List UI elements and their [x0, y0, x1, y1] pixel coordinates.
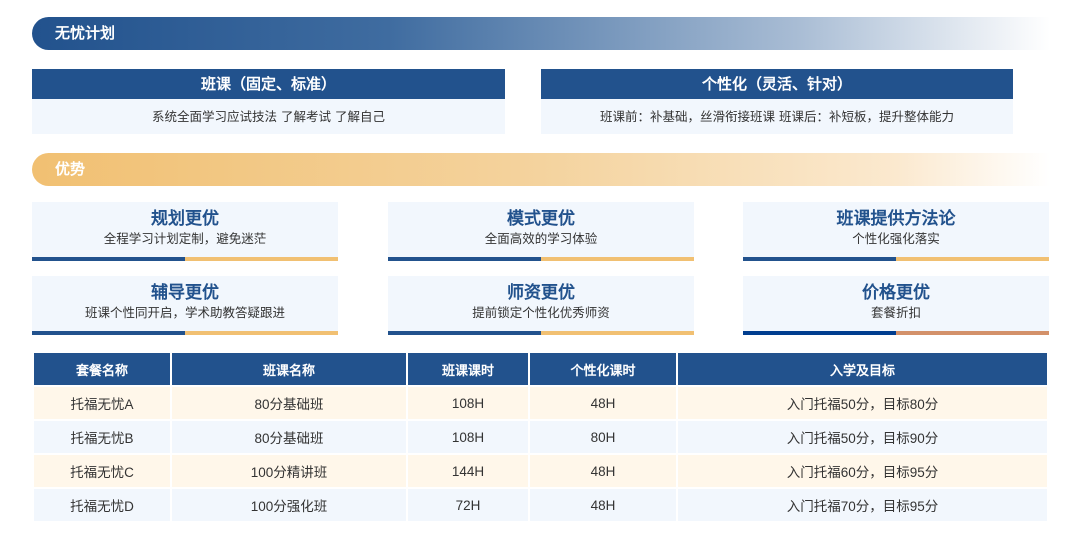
advantage-underline	[388, 331, 694, 335]
advantage-desc: 班课个性同开启，学术助教答疑跟进	[84, 305, 285, 320]
advantage-title: 师资更优	[507, 283, 575, 303]
table-cell: 48H	[530, 455, 676, 487]
table-row: 托福无忧C 100分精讲班 144H 48H 入门托福60分，目标95分	[34, 455, 1047, 487]
table-cell: 入门托福60分，目标95分	[678, 455, 1047, 487]
plan-card-title: 个性化（灵活、针对）	[541, 69, 1013, 99]
advantage-card: 辅导更优 班课个性同开启，学术助教答疑跟进	[32, 276, 338, 335]
table-header: 班课课时	[408, 353, 528, 385]
advantage-underline	[32, 257, 338, 261]
plan-card-personalized: 个性化（灵活、针对） 班课前：补基础，丝滑衔接班课 班课后：补短板，提升整体能力	[541, 69, 1013, 134]
advantage-card: 班课提供方法论 个性化强化落实	[743, 202, 1049, 261]
package-table: 套餐名称 班课名称 班课课时 个性化课时 入学及目标 托福无忧A 80分基础班 10…	[32, 351, 1049, 523]
advantage-desc: 提前锁定个性化优秀师资	[472, 305, 610, 320]
advantage-underline	[743, 257, 1049, 261]
table-header: 入学及目标	[678, 353, 1047, 385]
advantage-title: 模式更优	[507, 209, 575, 229]
advantage-card: 师资更优 提前锁定个性化优秀师资	[388, 276, 694, 335]
table-header: 班课名称	[172, 353, 406, 385]
advantage-title: 规划更优	[151, 209, 219, 229]
table-header: 套餐名称	[34, 353, 170, 385]
table-cell: 100分精讲班	[172, 455, 406, 487]
plan-card-title: 班课（固定、标准）	[32, 69, 505, 99]
table-row: 托福无忧B 80分基础班 108H 80H 入门托福50分，目标90分	[34, 421, 1047, 453]
advantage-underline	[743, 331, 1049, 335]
advantage-card: 价格更优 套餐折扣	[743, 276, 1049, 335]
table-cell: 托福无忧D	[34, 489, 170, 521]
table-cell: 108H	[408, 387, 528, 419]
table-cell: 80H	[530, 421, 676, 453]
advantage-desc: 套餐折扣	[870, 305, 921, 320]
table-cell: 入门托福50分，目标80分	[678, 387, 1047, 419]
table-cell: 托福无忧A	[34, 387, 170, 419]
table-cell: 48H	[530, 489, 676, 521]
plan-section-banner: 无忧计划	[32, 17, 1050, 50]
table-cell: 144H	[408, 455, 528, 487]
advantage-desc: 全面高效的学习体验	[484, 231, 598, 246]
table-cell: 72H	[408, 489, 528, 521]
table-cell: 入门托福50分，目标90分	[678, 421, 1047, 453]
table-cell: 100分强化班	[172, 489, 406, 521]
table-cell: 入门托福70分，目标95分	[678, 489, 1047, 521]
table-cell: 108H	[408, 421, 528, 453]
table-row: 托福无忧A 80分基础班 108H 48H 入门托福50分，目标80分	[34, 387, 1047, 419]
advantage-card: 规划更优 全程学习计划定制，避免迷茫	[32, 202, 338, 261]
advantage-underline	[388, 257, 694, 261]
table-cell: 48H	[530, 387, 676, 419]
advantages-section-banner: 优势	[32, 153, 1050, 186]
advantage-title: 价格更优	[862, 283, 930, 303]
advantage-card: 模式更优 全面高效的学习体验	[388, 202, 694, 261]
advantage-title: 辅导更优	[151, 283, 219, 303]
table-row: 托福无忧D 100分强化班 72H 48H 入门托福70分，目标95分	[34, 489, 1047, 521]
advantage-title: 班课提供方法论	[836, 209, 956, 229]
plan-card-desc: 系统全面学习应试技法 了解考试 了解自己	[32, 99, 505, 134]
table-cell: 80分基础班	[172, 421, 406, 453]
advantage-underline	[32, 331, 338, 335]
table-cell: 托福无忧B	[34, 421, 170, 453]
plan-card-class: 班课（固定、标准） 系统全面学习应试技法 了解考试 了解自己	[32, 69, 505, 134]
plan-card-desc: 班课前：补基础，丝滑衔接班课 班课后：补短板，提升整体能力	[541, 99, 1013, 134]
table-header: 个性化课时	[530, 353, 676, 385]
table-cell: 托福无忧C	[34, 455, 170, 487]
table-cell: 80分基础班	[172, 387, 406, 419]
advantage-desc: 全程学习计划定制，避免迷茫	[103, 231, 267, 246]
advantage-desc: 个性化强化落实	[852, 231, 940, 246]
